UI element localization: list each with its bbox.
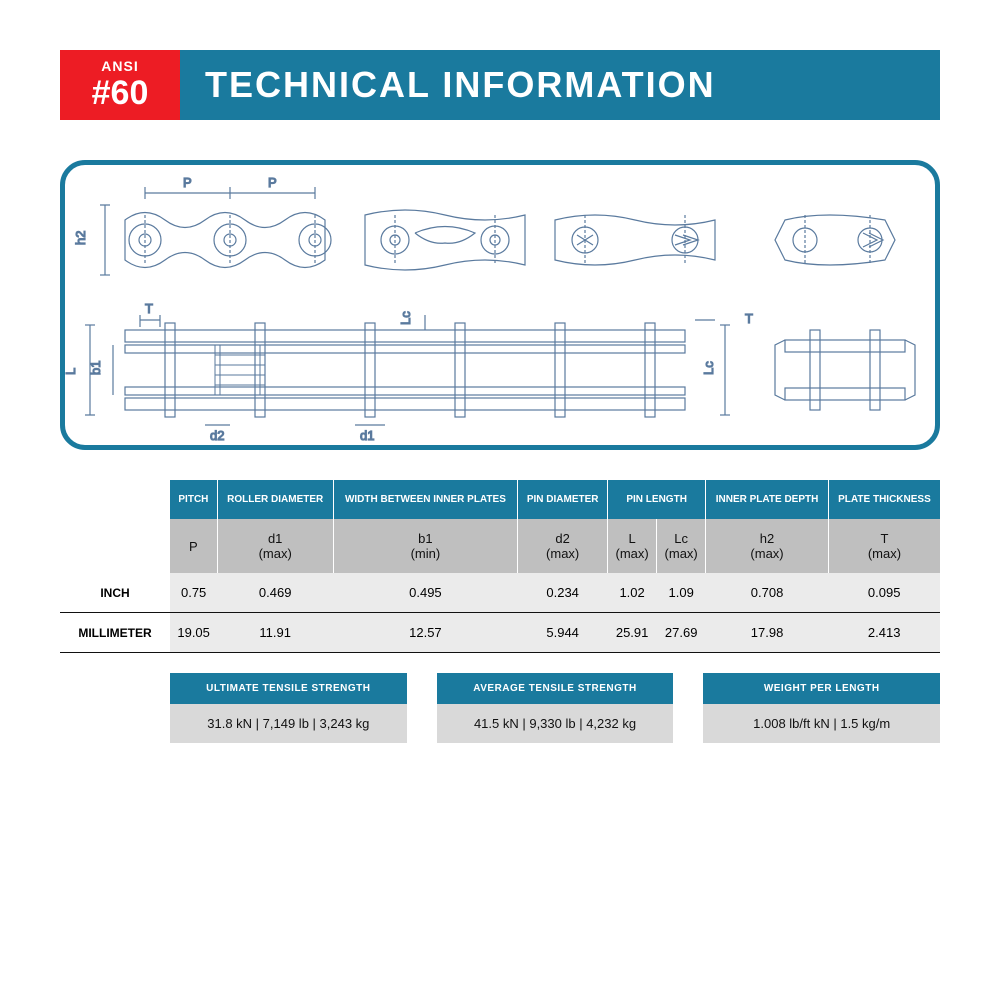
sym-t: T(max): [828, 519, 940, 573]
badge-top-label: ANSI: [80, 58, 160, 74]
val: 11.91: [217, 613, 333, 653]
val: 12.57: [333, 613, 518, 653]
stat-header: WEIGHT PER LENGTH: [703, 673, 940, 704]
ansi-badge: ANSI #60: [60, 50, 180, 120]
badge-number: #60: [80, 76, 160, 110]
val: 0.234: [518, 573, 608, 613]
empty-symbol: [60, 519, 170, 573]
dimensions-table: PITCH ROLLER DIAMETER WIDTH BETWEEN INNE…: [60, 480, 940, 653]
svg-text:Lc: Lc: [398, 311, 413, 325]
svg-text:h2: h2: [73, 231, 88, 245]
empty-header: [60, 480, 170, 519]
col-inner-plate-depth: INNER PLATE DEPTH: [706, 480, 829, 519]
sym-l: L(max): [608, 519, 657, 573]
svg-text:L: L: [65, 368, 78, 375]
val: 25.91: [608, 613, 657, 653]
sym-b1: b1(min): [333, 519, 518, 573]
table-row: INCH 0.75 0.469 0.495 0.234 1.02 1.09 0.…: [60, 573, 940, 613]
table-body: INCH 0.75 0.469 0.495 0.234 1.02 1.09 0.…: [60, 573, 940, 653]
svg-text:T: T: [145, 301, 153, 316]
header-title: TECHNICAL INFORMATION: [180, 50, 940, 120]
sym-lc: Lc(max): [657, 519, 706, 573]
chain-diagram-svg: h2 P P: [65, 165, 935, 445]
val: 0.095: [828, 573, 940, 613]
stat-header: AVERAGE TENSILE STRENGTH: [437, 673, 674, 704]
sym-d2: d2(max): [518, 519, 608, 573]
col-plate-thickness: PLATE THICKNESS: [828, 480, 940, 519]
val: 0.469: [217, 573, 333, 613]
stat-weight: WEIGHT PER LENGTH 1.008 lb/ft kN | 1.5 k…: [703, 673, 940, 743]
col-width-between: WIDTH BETWEEN INNER PLATES: [333, 480, 518, 519]
val: 17.98: [706, 613, 829, 653]
table-symbol-row: P d1(max) b1(min) d2(max) L(max) Lc(max)…: [60, 519, 940, 573]
row-label-mm: MILLIMETER: [60, 613, 170, 653]
stat-ultimate-tensile: ULTIMATE TENSILE STRENGTH 31.8 kN | 7,14…: [170, 673, 407, 743]
technical-diagram: h2 P P: [60, 160, 940, 450]
val: 5.944: [518, 613, 608, 653]
svg-text:T: T: [745, 311, 753, 326]
svg-text:P: P: [183, 175, 192, 190]
svg-text:b1: b1: [88, 361, 103, 375]
val: 0.708: [706, 573, 829, 613]
table-row: MILLIMETER 19.05 11.91 12.57 5.944 25.91…: [60, 613, 940, 653]
val: 1.02: [608, 573, 657, 613]
header: ANSI #60 TECHNICAL INFORMATION: [60, 50, 940, 120]
svg-text:Lc: Lc: [701, 361, 716, 375]
col-pin-diameter: PIN DIAMETER: [518, 480, 608, 519]
table-header-row: PITCH ROLLER DIAMETER WIDTH BETWEEN INNE…: [60, 480, 940, 519]
stat-value: 31.8 kN | 7,149 lb | 3,243 kg: [170, 704, 407, 743]
svg-text:d1: d1: [360, 428, 374, 443]
val: 0.75: [170, 573, 217, 613]
val: 1.09: [657, 573, 706, 613]
sym-p: P: [170, 519, 217, 573]
sym-h2: h2(max): [706, 519, 829, 573]
row-label-inch: INCH: [60, 573, 170, 613]
stat-value: 1.008 lb/ft kN | 1.5 kg/m: [703, 704, 940, 743]
sym-d1: d1(max): [217, 519, 333, 573]
col-pitch: PITCH: [170, 480, 217, 519]
col-pin-length: PIN LENGTH: [608, 480, 706, 519]
val: 0.495: [333, 573, 518, 613]
col-roller-diameter: ROLLER DIAMETER: [217, 480, 333, 519]
stat-value: 41.5 kN | 9,330 lb | 4,232 kg: [437, 704, 674, 743]
svg-text:d2: d2: [210, 428, 224, 443]
stats-row: ULTIMATE TENSILE STRENGTH 31.8 kN | 7,14…: [170, 673, 940, 743]
val: 19.05: [170, 613, 217, 653]
stat-header: ULTIMATE TENSILE STRENGTH: [170, 673, 407, 704]
val: 27.69: [657, 613, 706, 653]
svg-text:P: P: [268, 175, 277, 190]
val: 2.413: [828, 613, 940, 653]
stat-average-tensile: AVERAGE TENSILE STRENGTH 41.5 kN | 9,330…: [437, 673, 674, 743]
